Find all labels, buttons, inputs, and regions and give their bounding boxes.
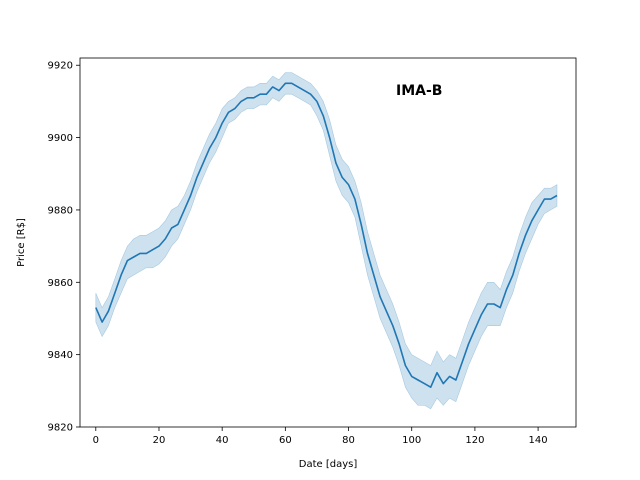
x-tick-label: 100 bbox=[402, 435, 421, 446]
y-tick-label: 9860 bbox=[48, 278, 73, 289]
y-axis-ticks: 9820 9840 9860 9880 9900 9920 bbox=[48, 61, 80, 434]
x-tick-label: 0 bbox=[93, 435, 99, 446]
axes-frame bbox=[79, 57, 577, 428]
y-tick-label: 9840 bbox=[48, 350, 73, 361]
x-tick-label: 80 bbox=[342, 435, 355, 446]
series-line bbox=[95, 82, 558, 389]
x-tick-label: 40 bbox=[216, 435, 229, 446]
y-axis-label: Price [R$] bbox=[16, 218, 27, 267]
chart-annotation: IMA-B bbox=[396, 83, 442, 99]
x-tick-label: 120 bbox=[465, 435, 484, 446]
x-axis-label: Date [days] bbox=[299, 459, 358, 470]
y-tick-label: 9900 bbox=[48, 133, 73, 144]
x-tick-label: 60 bbox=[279, 435, 292, 446]
y-tick-label: 9920 bbox=[48, 61, 73, 72]
y-tick-label: 9880 bbox=[48, 205, 73, 216]
plot-area bbox=[95, 72, 558, 410]
x-axis-ticks: 0 20 40 60 80 100 120 140 bbox=[93, 427, 548, 446]
x-tick-label: 20 bbox=[153, 435, 166, 446]
y-tick-label: 9820 bbox=[48, 423, 73, 434]
confidence-band bbox=[95, 72, 558, 410]
x-tick-label: 140 bbox=[529, 435, 548, 446]
